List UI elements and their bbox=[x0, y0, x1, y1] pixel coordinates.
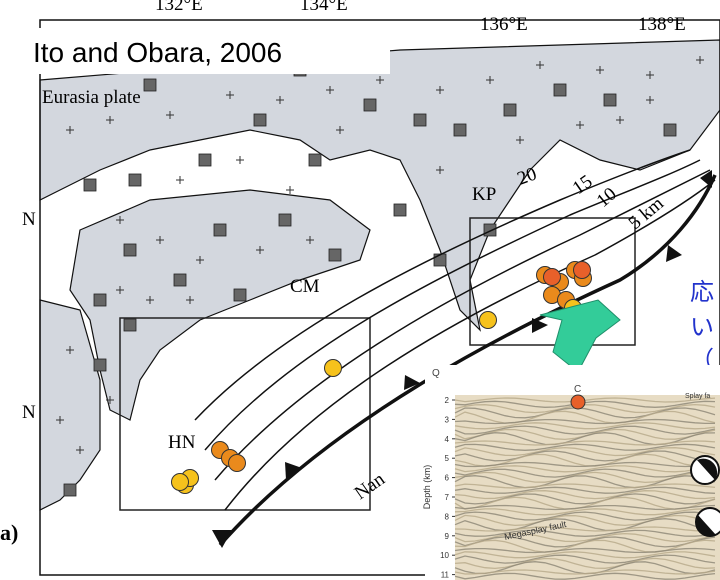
splay-label: Splay fa bbox=[685, 393, 710, 400]
station bbox=[279, 214, 291, 226]
inset: Q C Depth (km) 234567891011 Megasplay fa… bbox=[422, 365, 720, 580]
site-marker bbox=[571, 395, 585, 409]
station bbox=[554, 84, 566, 96]
tremor bbox=[544, 269, 561, 286]
lon-label: 136°E bbox=[480, 14, 528, 35]
station bbox=[364, 99, 376, 111]
depth-tick-label: 9 bbox=[445, 532, 450, 541]
tremor bbox=[574, 262, 591, 279]
lat-label: N bbox=[22, 209, 36, 230]
station bbox=[234, 289, 246, 301]
depth-tick-label: 2 bbox=[445, 396, 450, 405]
kp-label: KP bbox=[472, 184, 496, 205]
station bbox=[329, 249, 341, 261]
depth-tick-label: 7 bbox=[445, 493, 450, 502]
lon-label: 138°E bbox=[638, 14, 686, 35]
lat-label: N bbox=[22, 402, 36, 423]
site-label: C bbox=[574, 384, 581, 395]
citation: Ito and Obara, 2006 bbox=[33, 37, 282, 68]
tremor bbox=[480, 312, 497, 329]
side-text: 応 bbox=[690, 279, 714, 306]
station bbox=[84, 179, 96, 191]
line-label: Q bbox=[432, 368, 440, 379]
axis-title: Depth (km) bbox=[422, 465, 432, 510]
depth-tick-label: 11 bbox=[441, 571, 450, 580]
station bbox=[199, 154, 211, 166]
plate-label: Eurasia plate bbox=[42, 87, 141, 108]
station bbox=[94, 359, 106, 371]
depth-tick-label: 5 bbox=[445, 454, 450, 463]
depth-tick-label: 6 bbox=[445, 474, 450, 483]
station bbox=[64, 484, 76, 496]
station bbox=[434, 254, 446, 266]
station bbox=[94, 294, 106, 306]
station bbox=[124, 244, 136, 256]
lon-label: 132°E bbox=[155, 0, 203, 15]
depth-tick-label: 4 bbox=[445, 435, 450, 444]
side-text: い bbox=[690, 314, 714, 341]
station bbox=[394, 204, 406, 216]
station bbox=[414, 114, 426, 126]
figure: Eurasia plate KP CM HN Nan 20 15 10 5 km… bbox=[0, 0, 720, 580]
station bbox=[454, 124, 466, 136]
station bbox=[664, 124, 676, 136]
tremor bbox=[325, 360, 342, 377]
depth-tick-label: 3 bbox=[445, 415, 450, 424]
station bbox=[214, 224, 226, 236]
lon-label: 134°E bbox=[300, 0, 348, 15]
panel-label: a) bbox=[0, 520, 18, 545]
tremor bbox=[172, 474, 189, 491]
station bbox=[604, 94, 616, 106]
station bbox=[254, 114, 266, 126]
tremor bbox=[229, 455, 246, 472]
station bbox=[129, 174, 141, 186]
station bbox=[144, 79, 156, 91]
cm-label: CM bbox=[290, 276, 320, 297]
hn-label: HN bbox=[168, 432, 196, 453]
depth-tick-label: 10 bbox=[440, 551, 449, 560]
station bbox=[484, 224, 496, 236]
station bbox=[174, 274, 186, 286]
depth-tick-label: 8 bbox=[445, 512, 450, 521]
station bbox=[309, 154, 321, 166]
station bbox=[504, 104, 516, 116]
station bbox=[124, 319, 136, 331]
